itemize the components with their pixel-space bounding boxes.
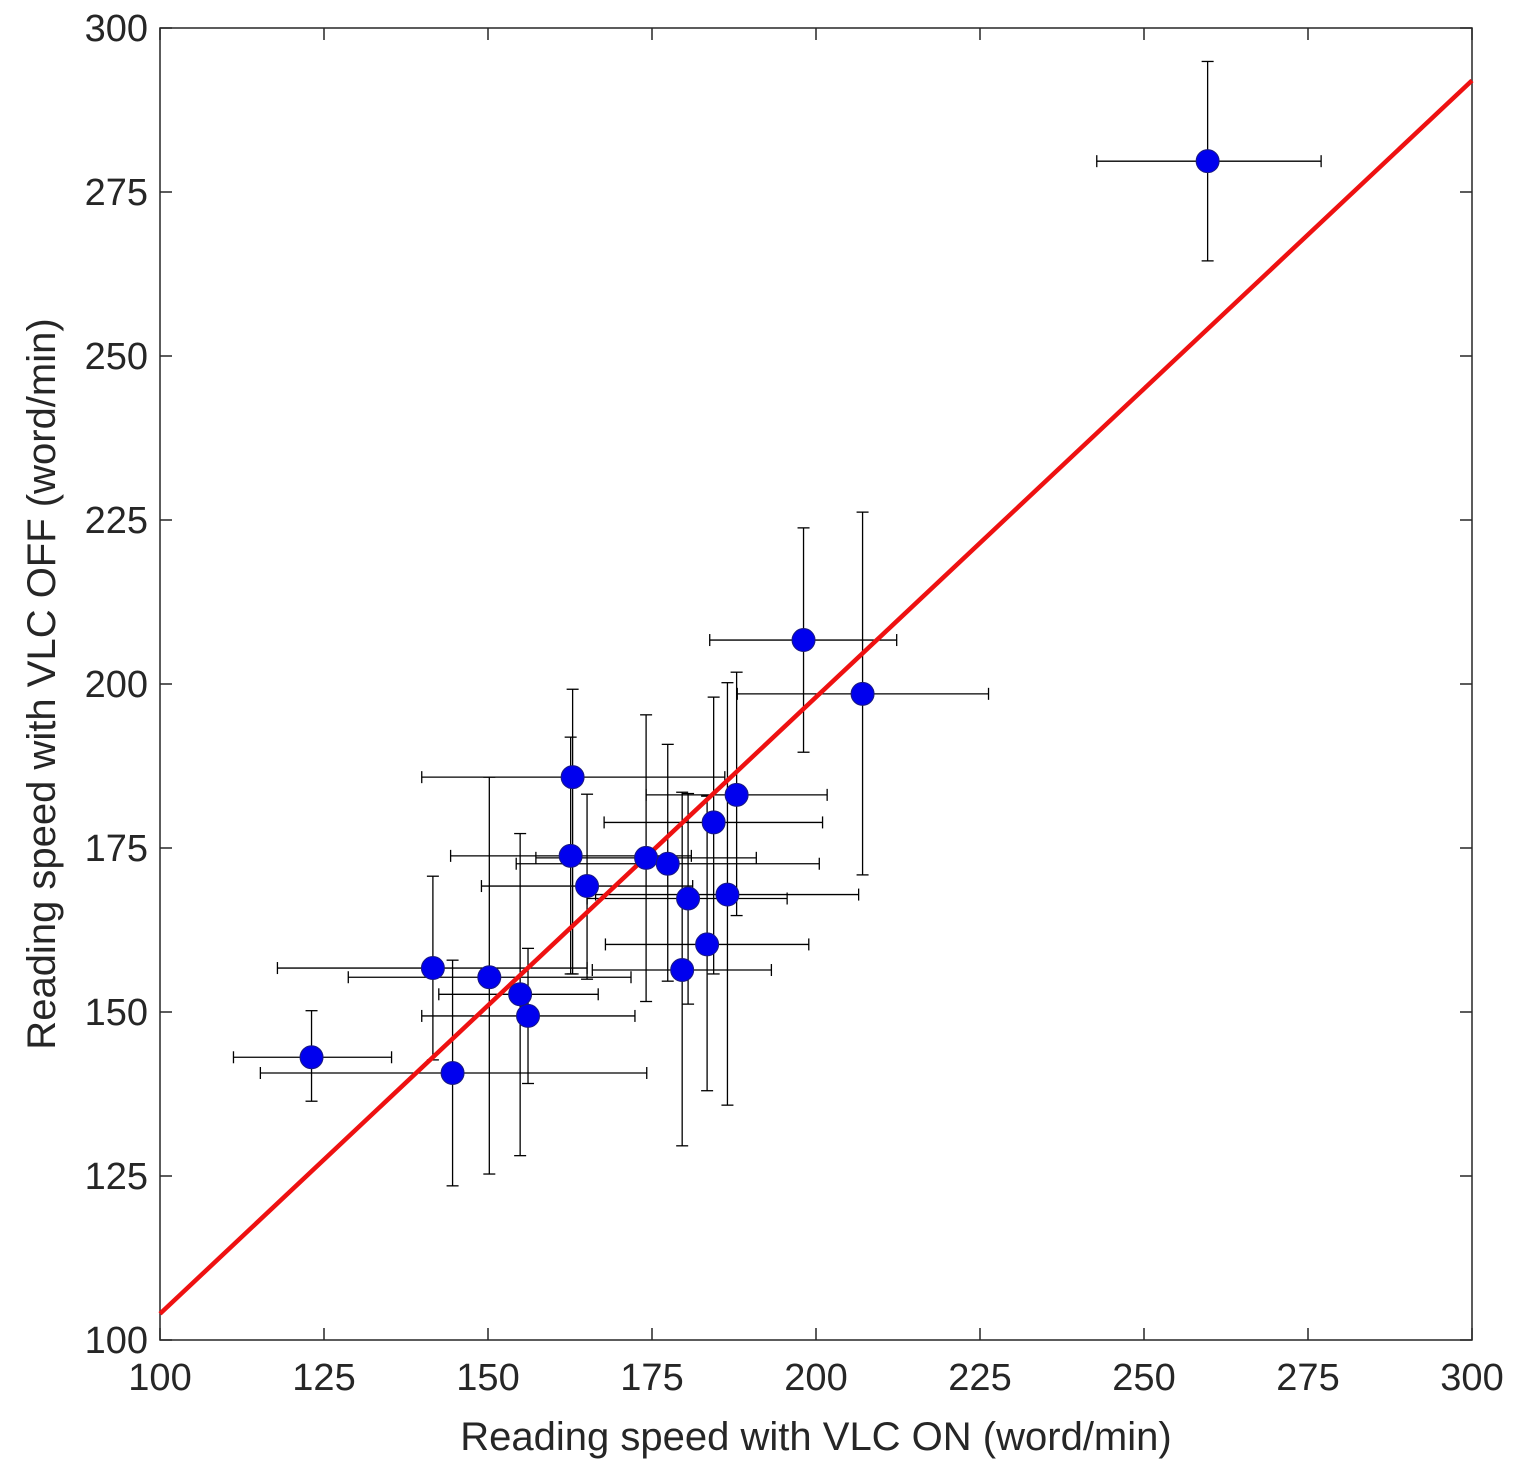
y-axis-label: Reading speed with VLC OFF (word/min) bbox=[20, 318, 64, 1049]
data-point-11 bbox=[715, 882, 740, 907]
data-point-7 bbox=[634, 845, 659, 870]
y-tick-label-3: 175 bbox=[85, 828, 148, 870]
fit-line-group bbox=[158, 78, 1474, 1316]
y-tick-label-4: 200 bbox=[85, 664, 148, 706]
plot-area bbox=[159, 27, 1473, 1341]
x-tick-label-1: 125 bbox=[292, 1357, 355, 1399]
y-tick-label-7: 275 bbox=[85, 172, 148, 214]
data-point-15 bbox=[477, 965, 502, 990]
y-tick-label-0: 100 bbox=[85, 1320, 148, 1362]
data-point-5 bbox=[701, 810, 726, 835]
data-point-13 bbox=[670, 958, 695, 983]
x-tick-label-3: 175 bbox=[620, 1357, 683, 1399]
x-axis-label: Reading speed with VLC ON (word/min) bbox=[460, 1415, 1171, 1459]
x-tick-label-6: 250 bbox=[1112, 1357, 1175, 1399]
data-point-14 bbox=[420, 956, 445, 981]
x-tick-label-5: 225 bbox=[948, 1357, 1011, 1399]
data-point-17 bbox=[516, 1003, 541, 1028]
data-point-3 bbox=[560, 765, 585, 790]
axis-ticks: 100 125 150 175 200 225 250 275 300 100 125 150 175 2… bbox=[85, 8, 1504, 1399]
y-tick-label-5: 225 bbox=[85, 500, 148, 542]
data-point-9 bbox=[575, 874, 600, 899]
data-point-2 bbox=[850, 681, 875, 706]
data-point-12 bbox=[695, 932, 720, 957]
data-point-10 bbox=[676, 886, 701, 911]
x-tick-label-2: 150 bbox=[456, 1357, 519, 1399]
data-point-0 bbox=[1195, 149, 1220, 174]
data-point-18 bbox=[299, 1045, 324, 1070]
data-point-19 bbox=[440, 1061, 465, 1086]
data-points bbox=[299, 149, 1220, 1086]
y-tick-label-8: 300 bbox=[85, 8, 148, 50]
data-point-4 bbox=[724, 782, 749, 807]
data-point-8 bbox=[655, 851, 680, 876]
y-tick-label-1: 125 bbox=[85, 1156, 148, 1198]
y-tick-label-2: 150 bbox=[85, 992, 148, 1034]
x-tick-label-8: 300 bbox=[1440, 1357, 1503, 1399]
x-tick-label-0: 100 bbox=[128, 1357, 191, 1399]
x-tick-label-7: 275 bbox=[1276, 1357, 1339, 1399]
data-point-6 bbox=[558, 843, 583, 868]
fit-line bbox=[158, 78, 1474, 1316]
y-tick-label-6: 250 bbox=[85, 336, 148, 378]
data-point-16 bbox=[508, 982, 533, 1007]
data-point-1 bbox=[791, 628, 816, 653]
x-tick-label-4: 200 bbox=[784, 1357, 847, 1399]
